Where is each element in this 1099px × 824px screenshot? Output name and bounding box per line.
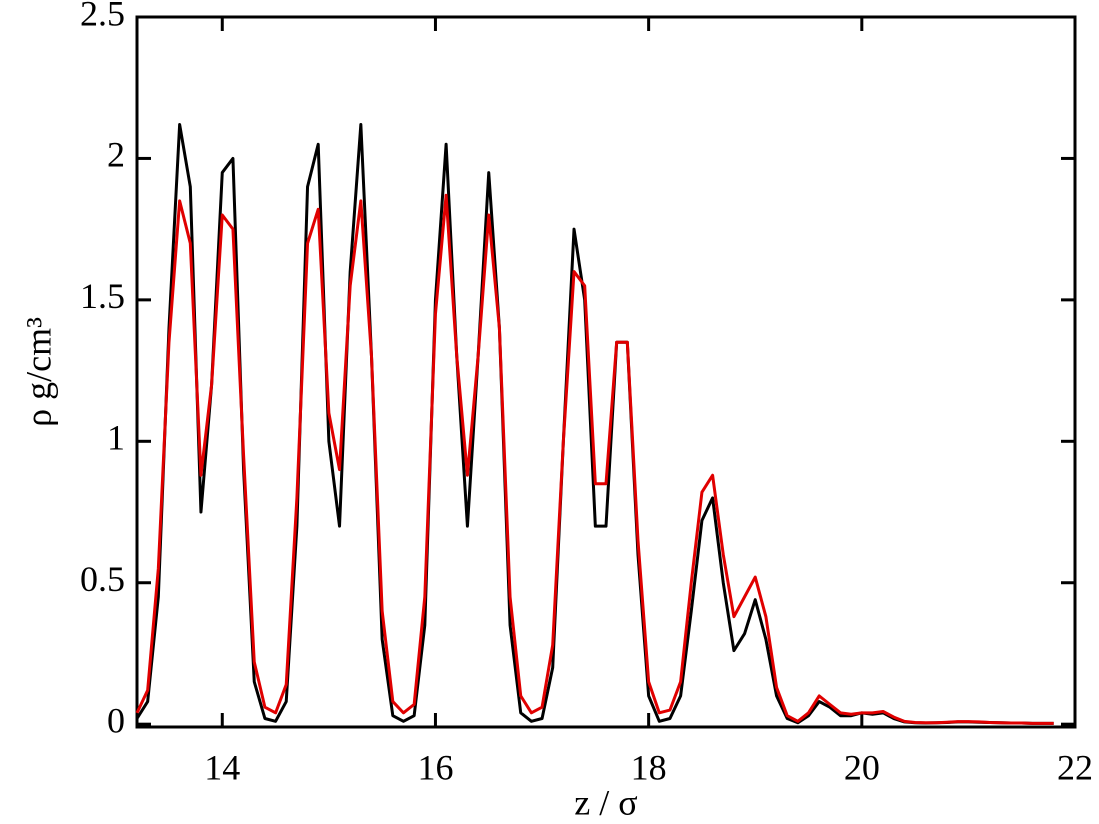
x-tick-label: 22	[1057, 747, 1093, 787]
y-tick-label: 0.5	[80, 559, 125, 599]
series-line	[135, 193, 1054, 725]
series-line	[135, 122, 1054, 725]
plot-frame	[135, 15, 1077, 729]
y-axis-label: ρ g/cm³	[18, 317, 58, 427]
x-tick-label: 18	[631, 747, 667, 787]
y-tick-label: 0	[107, 700, 125, 740]
y-tick-label: 2	[107, 135, 125, 175]
y-tick-label: 1	[107, 418, 125, 458]
x-axis-label: z / σ	[574, 782, 637, 822]
x-tick-label: 20	[844, 747, 880, 787]
x-tick-label: 16	[417, 747, 453, 787]
x-tick-label: 14	[204, 747, 240, 787]
y-tick-label: 2.5	[80, 0, 125, 33]
y-tick-label: 1.5	[80, 276, 125, 316]
